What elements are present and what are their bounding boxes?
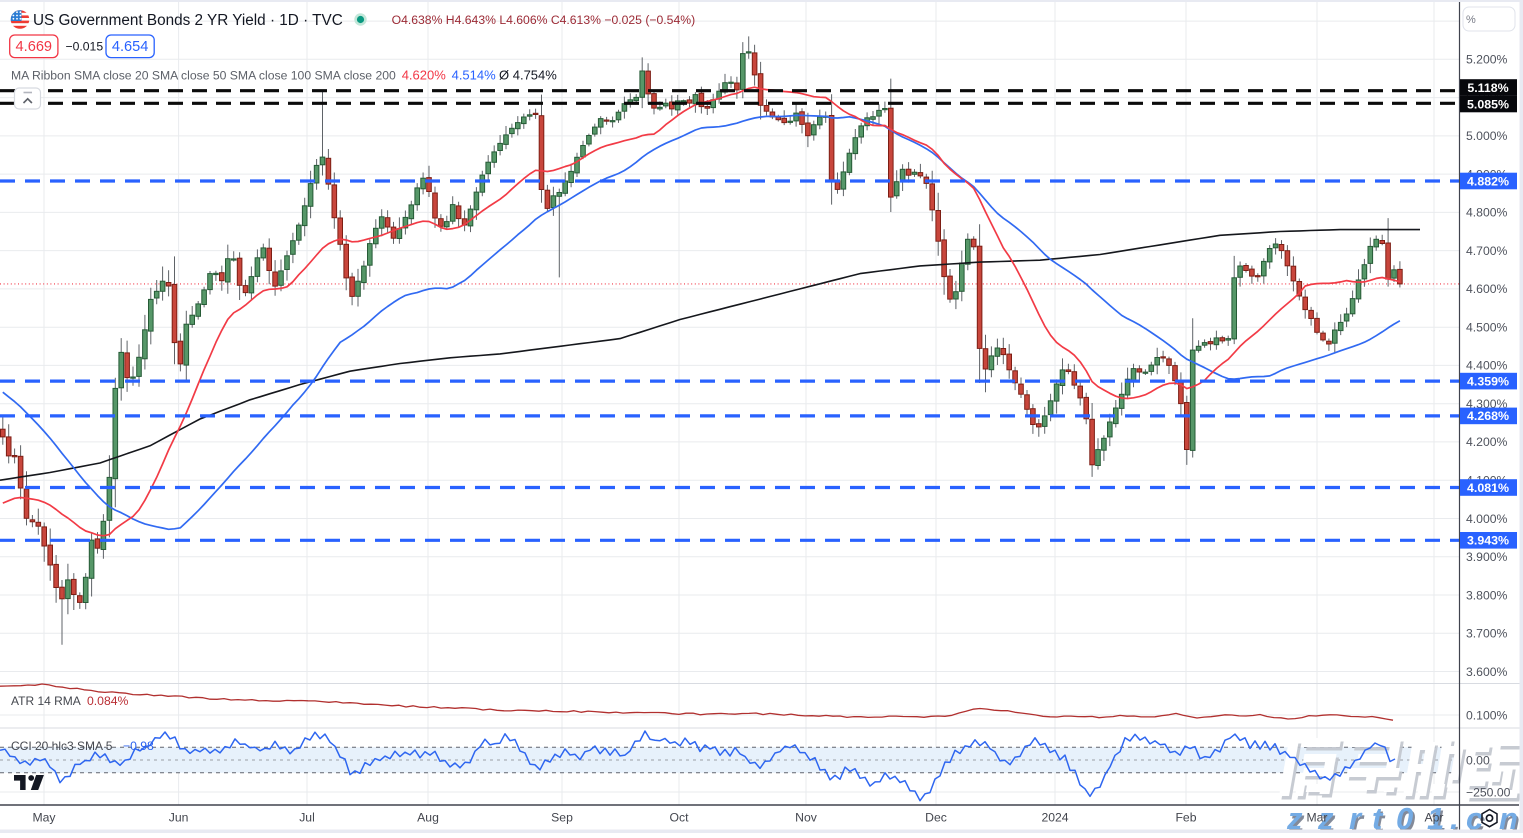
- svg-text:4.359%: 4.359%: [1467, 374, 1509, 388]
- svg-text:Aug: Aug: [417, 811, 439, 825]
- svg-text:May: May: [32, 811, 56, 825]
- svg-text:−250.00: −250.00: [1466, 785, 1511, 799]
- svg-text:4.500%: 4.500%: [1466, 321, 1507, 335]
- svg-text:4.700%: 4.700%: [1466, 244, 1507, 258]
- svg-text:Jun: Jun: [169, 811, 189, 825]
- svg-text:4.200%: 4.200%: [1466, 435, 1507, 449]
- svg-text:Jul: Jul: [299, 811, 315, 825]
- svg-text:4.000%: 4.000%: [1466, 512, 1507, 526]
- svg-text:US Government Bonds 2 YR Yield: US Government Bonds 2 YR Yield · 1D · TV…: [33, 12, 343, 29]
- svg-text:4.268%: 4.268%: [1467, 409, 1509, 423]
- svg-text:0.00: 0.00: [1466, 753, 1490, 767]
- svg-text:Mar: Mar: [1307, 811, 1328, 825]
- svg-text:Oct: Oct: [670, 811, 690, 825]
- svg-text:ATR 14 RMA: ATR 14 RMA: [11, 694, 81, 708]
- svg-text:Apr: Apr: [1425, 811, 1444, 825]
- svg-text:3.800%: 3.800%: [1466, 588, 1507, 602]
- svg-text:0: 0: [1396, 801, 1413, 833]
- svg-text:4.514%: 4.514%: [452, 67, 497, 82]
- svg-text:Feb: Feb: [1175, 811, 1196, 825]
- svg-text:4.800%: 4.800%: [1466, 206, 1507, 220]
- svg-text:−0.015: −0.015: [66, 40, 104, 54]
- svg-text:5.085%: 5.085%: [1467, 97, 1509, 111]
- svg-text:5.118%: 5.118%: [1467, 81, 1508, 95]
- svg-text:CCI 20 hlc3 SMA 5: CCI 20 hlc3 SMA 5: [11, 739, 113, 753]
- svg-text:%: %: [1466, 14, 1476, 26]
- svg-text:5.000%: 5.000%: [1466, 129, 1507, 143]
- svg-text:Dec: Dec: [925, 811, 947, 825]
- svg-text:O4.638% H4.643% L4.606% C4.613: O4.638% H4.643% L4.606% C4.613% −0.025 (…: [392, 13, 696, 27]
- svg-text:3.600%: 3.600%: [1466, 665, 1507, 679]
- svg-text:0.084%: 0.084%: [87, 694, 128, 708]
- svg-text:.: .: [1450, 801, 1459, 833]
- svg-text:r: r: [1349, 801, 1363, 833]
- svg-text:Sep: Sep: [551, 811, 573, 825]
- svg-text:5.200%: 5.200%: [1466, 53, 1507, 67]
- svg-text:2024: 2024: [1041, 811, 1068, 825]
- svg-text:c: c: [1466, 801, 1483, 833]
- svg-text:−0.98: −0.98: [123, 739, 154, 753]
- svg-text:z: z: [1286, 801, 1303, 833]
- svg-text:4.669: 4.669: [16, 39, 53, 55]
- svg-text:3.943%: 3.943%: [1467, 534, 1509, 548]
- svg-text:0.100%: 0.100%: [1466, 708, 1507, 722]
- svg-text:Nov: Nov: [795, 811, 818, 825]
- svg-text:4.600%: 4.600%: [1466, 282, 1507, 296]
- svg-text:Ø 4.754%: Ø 4.754%: [499, 67, 557, 82]
- svg-text:4.400%: 4.400%: [1466, 359, 1507, 373]
- svg-text:4.654: 4.654: [112, 39, 149, 55]
- svg-text:3.900%: 3.900%: [1466, 550, 1507, 564]
- svg-text:n: n: [1499, 801, 1518, 833]
- svg-text:4.620%: 4.620%: [402, 67, 447, 82]
- svg-text:MA Ribbon SMA close 20 SMA clo: MA Ribbon SMA close 20 SMA close 50 SMA …: [11, 68, 396, 82]
- svg-text:3.700%: 3.700%: [1466, 627, 1507, 641]
- svg-text:4.081%: 4.081%: [1467, 481, 1509, 495]
- svg-text:t: t: [1372, 801, 1384, 833]
- svg-text:4.882%: 4.882%: [1467, 174, 1509, 188]
